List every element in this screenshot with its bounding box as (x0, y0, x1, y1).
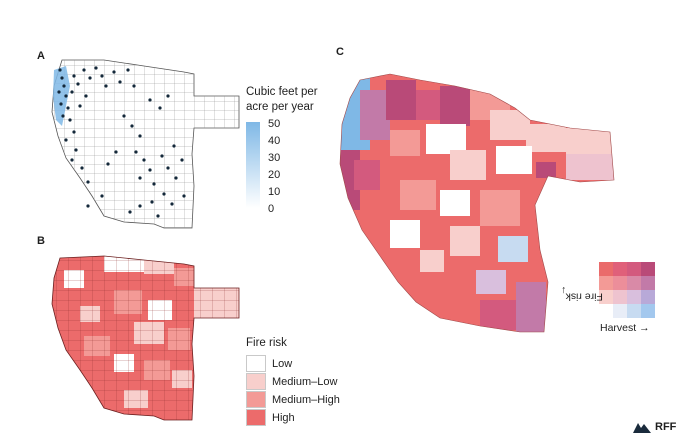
bivariate-x-axis: Harvest → (600, 322, 650, 334)
rff-logo-text: RFF (655, 421, 677, 433)
legend-swatch-low (246, 355, 266, 372)
colorbar-title-line1: Cubic feet per (246, 86, 318, 98)
map-b-fire-risk (51, 255, 240, 421)
panel-a-label: A (37, 50, 45, 62)
bivar-cell (627, 276, 641, 290)
colorbar-tick-50: 50 (268, 118, 281, 130)
bivar-cell (641, 262, 655, 276)
legend-item-medium-high: Medium–High (246, 391, 340, 408)
bivariate-y-label-text: Fire risk (565, 290, 603, 303)
panel-c-label: C (336, 46, 344, 58)
map-a-harvest-dots (51, 59, 240, 229)
legend-item-low: Low (246, 355, 292, 372)
bivar-cell (613, 304, 627, 318)
bivar-cell (599, 304, 613, 318)
bivariate-legend-grid (599, 262, 655, 318)
fire-risk-legend-title: Fire risk (246, 337, 287, 349)
map-c-bivariate (339, 73, 615, 333)
bivar-cell (627, 304, 641, 318)
legend-label-medium-low: Medium–Low (272, 375, 338, 388)
bivar-cell (599, 276, 613, 290)
colorbar-gradient (246, 122, 260, 208)
bivar-cell (599, 290, 613, 304)
bivar-cell (641, 290, 655, 304)
legend-swatch-medium-high (246, 391, 266, 408)
bivariate-y-axis: Fire risk → (556, 262, 603, 322)
legend-swatch-medium-low (246, 373, 266, 390)
map-a-dots (57, 66, 186, 218)
bivar-cell (627, 290, 641, 304)
rff-logo: RFF (633, 421, 676, 433)
bivar-cell (627, 262, 641, 276)
colorbar-title-line2: acre per year (246, 101, 314, 113)
bivar-cell (613, 276, 627, 290)
legend-label-medium-high: Medium–High (272, 393, 340, 406)
bivariate-y-label: Fire risk → (556, 284, 603, 303)
legend-item-medium-low: Medium–Low (246, 373, 337, 390)
colorbar-tick-0: 0 (268, 203, 275, 215)
colorbar-tick-30: 30 (268, 152, 281, 164)
bivar-cell (599, 262, 613, 276)
legend-swatch-high (246, 409, 266, 426)
mountain-icon (633, 423, 651, 433)
legend-label-low: Low (272, 357, 293, 370)
bivar-cell (641, 276, 655, 290)
colorbar-tick-20: 20 (268, 169, 281, 181)
legend-item-high: High (246, 409, 295, 426)
bivar-cell (641, 304, 655, 318)
panel-b-label: B (37, 235, 45, 247)
bivariate-x-label: Harvest (600, 322, 637, 334)
colorbar-tick-10: 10 (268, 186, 281, 198)
bivar-cell (613, 262, 627, 276)
colorbar-tick-40: 40 (268, 135, 281, 147)
bivar-cell (613, 290, 627, 304)
legend-label-high: High (272, 411, 295, 424)
